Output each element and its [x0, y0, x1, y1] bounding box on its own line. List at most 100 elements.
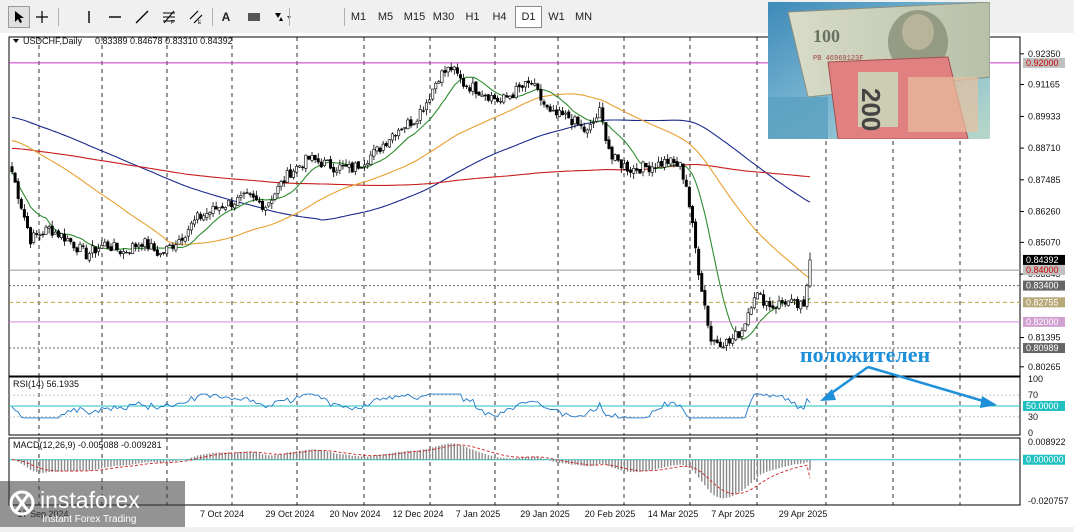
svg-text:PB 46969123F: PB 46969123F — [813, 55, 863, 63]
candle — [514, 82, 518, 100]
candle — [366, 160, 370, 169]
price-label-text: 0.82000 — [1026, 317, 1059, 327]
date-tick-label: 7 Oct 2024 — [200, 509, 244, 519]
candle — [789, 294, 793, 304]
rectangle-icon — [247, 10, 261, 24]
horizontal-line-tool-button[interactable] — [104, 6, 126, 28]
candle — [783, 299, 787, 308]
macd-signal-line — [11, 444, 811, 495]
svg-text:E: E — [198, 20, 202, 24]
timeframe-mn[interactable]: MN — [574, 11, 593, 23]
candle — [165, 246, 169, 257]
crosshair-tool-button[interactable] — [31, 6, 53, 28]
candle — [690, 204, 694, 228]
symbol-dropdown-icon[interactable] — [13, 39, 19, 43]
candle — [724, 338, 728, 351]
candle — [128, 251, 132, 256]
candle — [97, 243, 101, 256]
rsi-tick-label: 70 — [1028, 390, 1038, 400]
candle — [777, 295, 781, 311]
timeframe-h4[interactable]: H4 — [492, 11, 507, 23]
timeframe-m15[interactable]: M15 — [403, 11, 426, 23]
rsi-value-box — [1023, 401, 1065, 411]
candle — [672, 156, 676, 168]
price-label-box — [1023, 254, 1065, 265]
candle — [208, 211, 212, 220]
candle — [63, 228, 67, 246]
candle — [471, 77, 475, 96]
candle — [186, 225, 190, 242]
candle — [199, 211, 203, 221]
candle — [78, 241, 82, 253]
candle — [264, 205, 268, 216]
price-label-text: 0.82755 — [1026, 297, 1059, 307]
price-tick-label: 0.89933 — [1028, 111, 1061, 121]
candle — [561, 107, 565, 116]
timeframe-h1[interactable]: H1 — [465, 11, 480, 23]
candle — [656, 156, 660, 168]
candle — [313, 154, 317, 164]
candle — [669, 157, 673, 167]
candle — [261, 199, 265, 212]
candle — [681, 163, 685, 184]
timeframe-m30[interactable]: M30 — [432, 11, 455, 23]
cursor-tool-button[interactable] — [8, 6, 30, 28]
shapes-icon — [273, 10, 293, 24]
candle — [570, 113, 574, 130]
candle — [477, 91, 481, 96]
rectangle-tool-button[interactable] — [243, 6, 265, 28]
vertical-line-tool-button[interactable] — [78, 6, 100, 28]
fibonacci-tool-button[interactable]: F — [158, 6, 180, 28]
timeframe-m5[interactable]: M5 — [377, 11, 394, 23]
candle — [564, 110, 568, 120]
candle — [598, 102, 602, 119]
timeframe-m1[interactable]: M1 — [350, 11, 367, 23]
instaforex-logo: instaforex Instant Forex Trading — [0, 481, 185, 527]
channel-tool-button[interactable]: E — [185, 6, 207, 28]
candle — [158, 252, 162, 258]
timeframe-w1[interactable]: W1 — [548, 11, 565, 23]
candle — [474, 81, 478, 99]
candle — [239, 191, 243, 202]
candle — [59, 233, 63, 240]
price-tick-label: 0.80265 — [1028, 362, 1061, 372]
candle — [273, 192, 277, 202]
candle — [397, 127, 401, 140]
candle — [202, 212, 206, 222]
candle — [576, 115, 580, 126]
candle — [443, 65, 447, 77]
candle — [759, 291, 763, 295]
candle — [369, 150, 373, 166]
candle — [295, 164, 299, 174]
candle — [700, 270, 704, 292]
text-tool-button[interactable]: A — [215, 6, 237, 28]
candle — [254, 190, 258, 202]
candle — [527, 76, 531, 89]
candle — [616, 154, 620, 163]
candle — [84, 244, 88, 260]
price-tick-label: 0.81395 — [1028, 333, 1061, 343]
timeframe-d1[interactable]: D1 — [515, 6, 542, 28]
candle — [539, 84, 543, 106]
candle — [13, 171, 17, 183]
shapes-tool-button[interactable] — [269, 6, 297, 28]
macd-tick-label: 0.008922 — [1028, 437, 1066, 447]
candle — [743, 323, 747, 333]
candle — [446, 66, 450, 77]
candle — [644, 162, 648, 168]
candle — [424, 99, 428, 116]
candle — [236, 194, 240, 206]
candle — [301, 165, 305, 171]
candle — [675, 156, 679, 167]
candle — [363, 160, 367, 172]
rsi-tick-label: 30 — [1028, 412, 1038, 422]
candle — [548, 103, 552, 113]
candle — [270, 195, 274, 209]
candle — [223, 206, 227, 212]
price-label-text: 0.84000 — [1026, 265, 1059, 275]
trendline-tool-button[interactable] — [131, 6, 153, 28]
candle — [737, 331, 741, 339]
candle — [458, 70, 462, 84]
price-tick-label: 0.91165 — [1028, 80, 1060, 90]
candle — [449, 62, 453, 73]
